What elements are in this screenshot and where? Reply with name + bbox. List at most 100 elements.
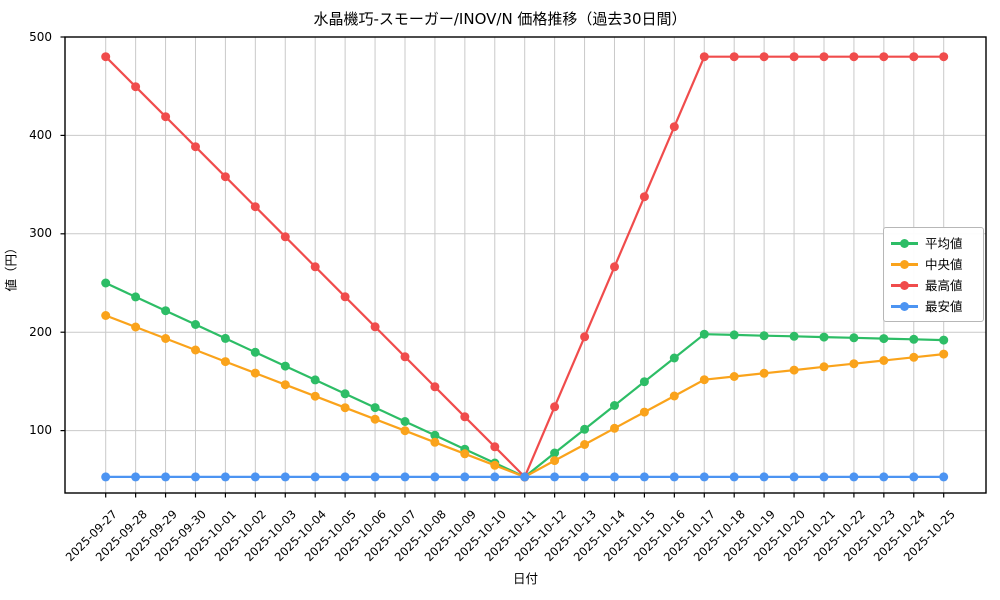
- x-axis-label: 日付: [512, 571, 538, 586]
- data-point-marker: [191, 472, 200, 482]
- data-point-marker: [939, 472, 949, 482]
- data-point-marker: [430, 430, 440, 440]
- data-point-marker: [310, 262, 320, 272]
- data-point-marker: [580, 440, 590, 449]
- data-point-marker: [131, 322, 141, 332]
- data-point-marker: [669, 122, 679, 132]
- legend-line-marker-icon: [891, 260, 918, 269]
- y-tick-label: 400: [29, 127, 52, 142]
- data-point-marker: [101, 278, 111, 288]
- data-point-marker: [460, 472, 470, 482]
- data-point-marker: [370, 322, 380, 332]
- data-point-marker: [939, 349, 949, 359]
- data-point-marker: [340, 389, 350, 399]
- data-point-marker: [161, 472, 171, 482]
- data-point-marker: [220, 172, 230, 182]
- data-point-marker: [161, 334, 171, 343]
- data-point-marker: [849, 52, 859, 62]
- data-point-marker: [789, 365, 799, 375]
- data-point-marker: [669, 391, 679, 401]
- data-point-marker: [280, 380, 290, 390]
- data-point-marker: [729, 372, 739, 381]
- data-point-marker: [759, 472, 769, 482]
- data-point-marker: [639, 472, 649, 482]
- data-point-marker: [550, 472, 560, 482]
- legend-label: 中央値: [925, 256, 963, 272]
- legend-item: 最高値: [884, 275, 983, 296]
- data-point-marker: [220, 472, 230, 482]
- data-point-marker: [250, 368, 260, 378]
- data-point-marker: [639, 377, 649, 387]
- data-point-marker: [370, 472, 380, 482]
- data-point-marker: [879, 334, 889, 344]
- data-point-marker: [669, 353, 679, 363]
- data-point-marker: [280, 361, 290, 371]
- data-point-marker: [789, 52, 799, 62]
- data-point-marker: [131, 472, 141, 482]
- data-point-marker: [250, 472, 260, 482]
- data-point-marker: [490, 460, 500, 470]
- data-point-marker: [879, 472, 889, 482]
- data-point-marker: [580, 332, 590, 342]
- data-point-marker: [400, 472, 410, 482]
- data-point-marker: [789, 472, 799, 482]
- data-point-marker: [191, 142, 200, 152]
- data-point-marker: [580, 424, 590, 434]
- y-tick-label: 500: [29, 29, 52, 44]
- data-point-marker: [580, 472, 590, 482]
- data-point-marker: [490, 442, 500, 452]
- data-point-marker: [699, 472, 709, 482]
- data-point-marker: [280, 472, 290, 482]
- data-point-marker: [161, 306, 171, 316]
- data-point-marker: [879, 52, 889, 62]
- data-point-marker: [490, 472, 500, 482]
- data-point-marker: [819, 52, 829, 62]
- legend-item: 平均値: [884, 233, 983, 254]
- legend-line-marker-icon: [891, 239, 918, 248]
- data-point-marker: [550, 456, 560, 466]
- chart-title: 水晶機巧-スモーガー/INOV/N 価格推移（過去30日間）: [313, 10, 687, 28]
- data-point-marker: [699, 52, 709, 62]
- data-point-marker: [460, 412, 470, 422]
- data-point-marker: [280, 232, 290, 242]
- data-point-marker: [220, 357, 230, 367]
- legend-line-marker-icon: [891, 281, 918, 290]
- data-point-marker: [819, 332, 829, 342]
- data-point-marker: [550, 448, 560, 458]
- data-point-marker: [520, 472, 530, 482]
- legend-line-marker-icon: [891, 302, 918, 311]
- data-point-marker: [550, 402, 560, 412]
- legend-item: 最安値: [884, 296, 983, 317]
- data-point-marker: [101, 472, 111, 482]
- data-point-marker: [759, 368, 769, 378]
- data-point-marker: [849, 472, 859, 482]
- data-point-marker: [699, 329, 709, 339]
- data-point-marker: [939, 52, 949, 62]
- data-point-marker: [131, 292, 141, 302]
- data-point-marker: [909, 352, 919, 362]
- data-point-marker: [131, 82, 141, 92]
- data-point-marker: [460, 449, 470, 459]
- data-point-marker: [849, 333, 859, 343]
- data-point-marker: [909, 334, 919, 344]
- data-point-marker: [370, 403, 380, 413]
- data-point-marker: [849, 359, 859, 369]
- data-point-marker: [610, 262, 619, 272]
- y-tick-label: 100: [29, 423, 52, 438]
- data-point-marker: [759, 331, 769, 341]
- data-point-marker: [699, 375, 709, 385]
- data-point-marker: [759, 52, 769, 62]
- data-point-marker: [729, 52, 739, 62]
- data-point-marker: [669, 472, 679, 482]
- data-point-marker: [310, 472, 320, 482]
- data-point-marker: [610, 472, 619, 482]
- axes-border: [64, 36, 987, 494]
- data-point-marker: [789, 331, 799, 341]
- data-point-marker: [430, 472, 440, 482]
- data-point-marker: [101, 311, 111, 320]
- data-point-marker: [819, 362, 829, 372]
- data-point-marker: [220, 333, 230, 343]
- data-point-marker: [310, 391, 320, 401]
